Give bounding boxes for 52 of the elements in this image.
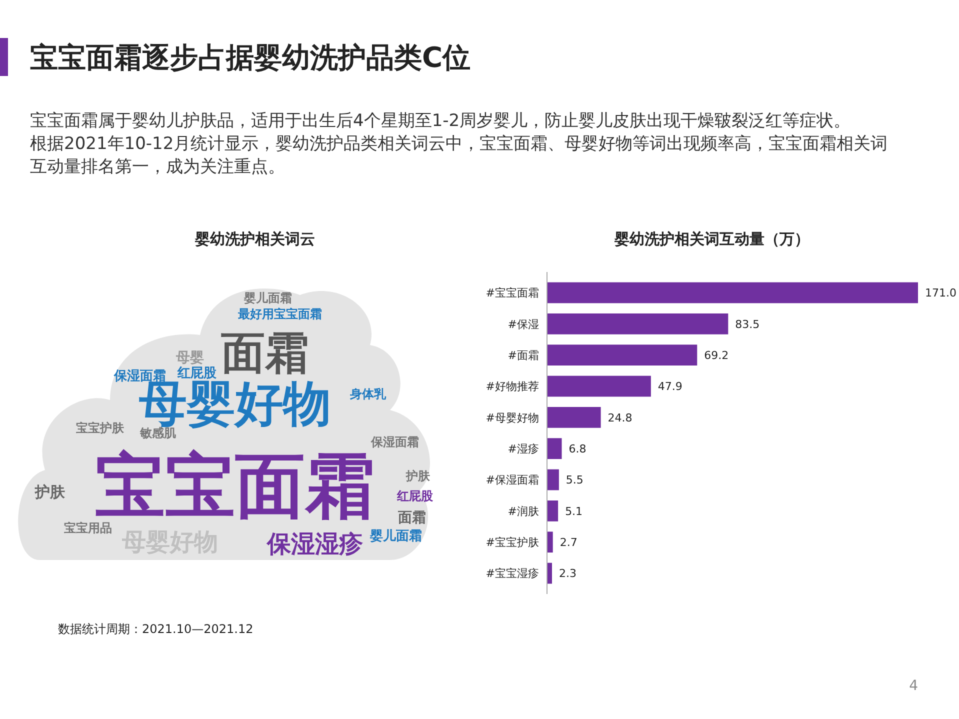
data-label: 5.5 — [566, 474, 584, 487]
text: 婴儿面霜 — [243, 291, 292, 305]
text: 最好用宝宝面霜 — [237, 307, 322, 321]
bar — [547, 344, 698, 366]
text: 母婴 — [175, 350, 204, 366]
y-tick-label: #好物推荐 — [486, 380, 539, 394]
text: 红屁股 — [176, 366, 218, 381]
y-tick-label: #母婴好物 — [486, 411, 539, 424]
bar — [547, 313, 728, 334]
bar — [547, 500, 558, 522]
text: 婴幼洗护相关词云 — [194, 230, 315, 248]
text: 婴儿面霜 — [369, 529, 422, 544]
y-tick-label: #面霜 — [508, 348, 539, 362]
text: 4 — [909, 678, 918, 694]
y-tick-label: #湿疹 — [508, 442, 539, 456]
text: 红屁股 — [396, 489, 434, 503]
data-label: 2.3 — [558, 567, 576, 580]
bar — [547, 406, 601, 428]
y-tick-label: #宝宝湿疹 — [486, 567, 539, 580]
data-label: 2.7 — [560, 536, 578, 549]
text: 宝宝护肤 — [76, 421, 125, 435]
text: 面霜 — [397, 510, 426, 526]
text: 宝宝面霜属于婴幼儿护肤品，适用于出生后4个星期至1-2周岁婴儿，防止婴儿皮肤出现干燥皲裂泛红等症状。 — [30, 111, 851, 131]
text: 保湿湿疹 — [266, 530, 364, 558]
y-tick-label: #宝宝护肤 — [486, 536, 539, 549]
data-label: 47.9 — [658, 380, 682, 394]
y-tick-label: #宝宝面霜 — [486, 286, 539, 300]
data-label: 5.1 — [565, 504, 583, 518]
y-tick-label: #润肤 — [508, 504, 539, 518]
text: 宝宝用品 — [64, 521, 112, 535]
text: 护肤 — [34, 483, 66, 501]
text: 敏感肌 — [139, 426, 176, 440]
data-label: 171.0 — [925, 286, 956, 300]
text: 数据统计周期：2021.10—2021.12 — [58, 622, 254, 636]
bar — [547, 532, 553, 553]
bar — [547, 282, 918, 304]
bar — [547, 438, 562, 460]
data-label: 6.8 — [568, 442, 586, 456]
text: 身体乳 — [349, 387, 387, 401]
text: 面霜 — [221, 328, 309, 379]
text: 护肤 — [405, 469, 431, 483]
data-label: 69.2 — [704, 348, 729, 362]
text: 宝宝面霜逐步占据婴幼洗护品类C位 — [30, 41, 471, 74]
y-tick-label: #保湿面霜 — [486, 474, 539, 487]
data-label: 83.5 — [735, 318, 760, 331]
text: 根据2021年10-12月统计显示，婴幼洗护品类相关词云中，宝宝面霜、母婴好物等词出现频率高，宝宝面霜相关词互动量排名第一，成为关注重点。 — [30, 134, 888, 177]
y-tick-label: #保湿 — [508, 318, 539, 331]
text: 保湿面霜 — [370, 435, 419, 449]
data-label: 24.8 — [608, 411, 632, 424]
bar — [547, 376, 651, 397]
chart-title: 婴幼洗护相关词互动量（万） — [614, 230, 810, 248]
bar — [547, 469, 559, 490]
